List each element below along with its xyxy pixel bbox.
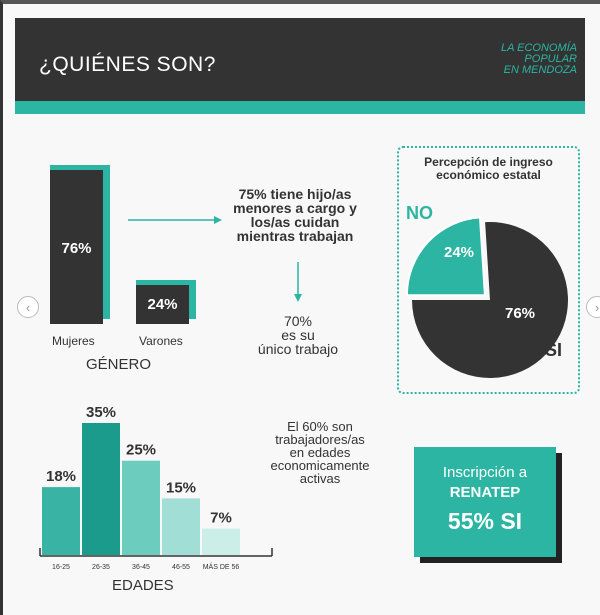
percepcion-pie-chart: [405, 216, 568, 378]
renatep-box: Inscripción a RENATEP 55% SI: [414, 447, 556, 557]
genero-bar-mujeres: 76%: [50, 165, 110, 324]
prev-slide-button[interactable]: ‹: [17, 296, 39, 318]
genero-title: GÉNERO: [86, 356, 152, 373]
pie-slice-no: [405, 216, 486, 297]
edades-value-label: 35%: [86, 404, 116, 421]
edades-bar-MÁS DE 56: [202, 528, 240, 555]
pie-slice-si: [412, 222, 568, 378]
activas-line: economicamente: [270, 458, 370, 473]
activas-line: El 60% son: [287, 419, 353, 434]
edades-bar-36-45: [122, 460, 160, 555]
hijos-text: 75% tiene hijo/as menores a cargo y los/…: [220, 187, 370, 243]
percepcion-title-line: Percepción de ingreso: [424, 155, 553, 169]
edades-value-label: 25%: [126, 442, 156, 459]
genero-value-varones: 24%: [147, 296, 178, 313]
renatep-line-1: Inscripción a: [442, 464, 528, 481]
edades-value-label: 15%: [166, 479, 196, 496]
edades-activas-text: El 60% son trabajadores/as en edades eco…: [254, 420, 386, 485]
edades-bar-46-55: [162, 498, 200, 555]
percepcion-title-line: económico estatal: [436, 168, 541, 182]
pie-category-si: SI: [545, 340, 563, 360]
activas-line: activas: [299, 471, 341, 486]
header-subtitle-line: EN MENDOZA: [503, 64, 577, 76]
genero-category-varones: Varones: [139, 334, 183, 348]
hijos-line: 75% tiene hijo/as: [238, 186, 352, 202]
genero-bar-varones: 24%: [136, 280, 196, 324]
chevron-left-icon: ‹: [25, 299, 31, 315]
edades-category-label: 36-45: [132, 564, 150, 571]
edades-value-label: 7%: [210, 510, 232, 527]
edades-category-label: 26-35: [92, 564, 110, 571]
edades-category-label: MÁS DE 56: [203, 562, 240, 571]
unico-line: 70%: [283, 313, 313, 329]
percepcion-title: Percepción de ingreso económico estatal: [400, 156, 577, 182]
hijos-line: los/as cuidan: [250, 214, 340, 230]
renatep-line-2: RENATEP: [449, 484, 521, 501]
edades-title: EDADES: [112, 577, 174, 594]
unico-line: único trabajo: [257, 341, 339, 357]
pie-category-no: NO: [406, 203, 433, 223]
edades-bar-16-25: [42, 487, 80, 555]
hijos-line: menores a cargo y: [233, 200, 357, 216]
next-slide-button[interactable]: ›: [586, 296, 600, 318]
edades-value-label: 18%: [46, 468, 76, 485]
edades-category-label: 16-25: [52, 564, 70, 571]
header-subtitle-line: LA ECONOMÍA: [501, 42, 577, 54]
pie-value-no: 24%: [444, 244, 475, 261]
genero-category-mujeres: Mujeres: [52, 334, 95, 348]
page-title: ¿QUIÉNES SON?: [39, 53, 216, 76]
percepcion-panel: [397, 146, 580, 394]
pie-value-si: 76%: [505, 305, 536, 322]
activas-line: trabajadores/as: [275, 432, 365, 447]
activas-line: en edades: [289, 445, 351, 460]
edades-category-label: 46-55: [172, 564, 190, 571]
header-subtitle-line: POPULAR: [524, 53, 577, 65]
unico-trabajo-text: 70% es su único trabajo: [248, 314, 348, 356]
chevron-right-icon: ›: [594, 299, 600, 315]
header-subtitle: LA ECONOMÍA POPULAR EN MENDOZA: [501, 43, 577, 76]
unico-line: es su: [281, 327, 315, 343]
header-bar: ¿QUIÉNES SON? LA ECONOMÍA POPULAR EN MEN…: [15, 18, 585, 101]
renatep-line-3: 55% SI: [447, 508, 523, 534]
header-accent-band: [15, 101, 585, 114]
edades-bar-chart: 18% 16-25 35% 26-35 25% 36-45 15% 46-55 7% MÁS DE…: [39, 404, 273, 571]
edades-bar-26-35: [82, 423, 120, 555]
hijos-line: mientras trabajan: [236, 228, 354, 244]
genero-value-mujeres: 76%: [61, 240, 92, 257]
